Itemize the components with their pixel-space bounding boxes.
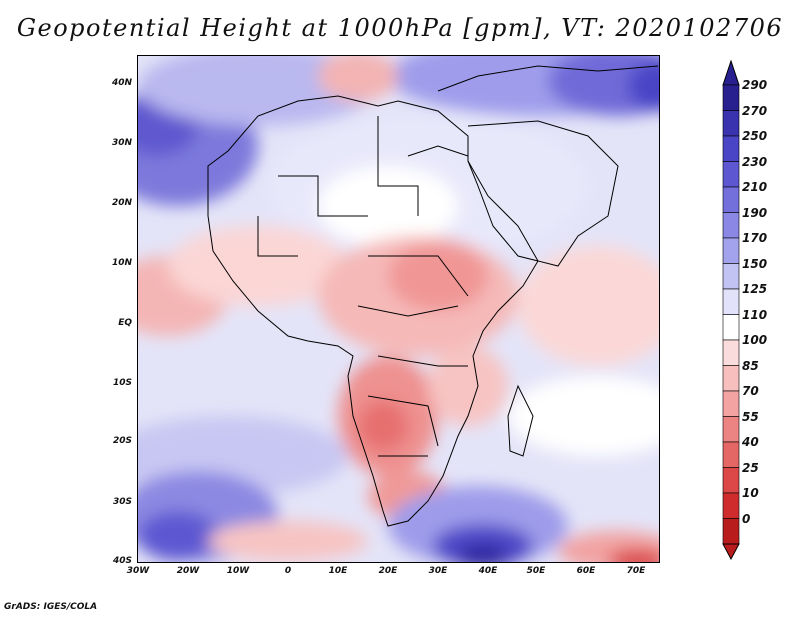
- colorbar-label: 40: [742, 435, 759, 449]
- lon-label: 10W: [226, 566, 250, 576]
- colorbar-segment: [722, 365, 740, 392]
- colorbar-label: 210: [742, 180, 768, 194]
- lat-label: 20N: [111, 198, 132, 208]
- colorbar-label: 85: [742, 358, 759, 373]
- height-field-map: [138, 56, 659, 562]
- colorbar-label: 270: [742, 103, 768, 118]
- colorbar-label: 150: [742, 256, 768, 271]
- lat-label: EQ: [118, 318, 132, 328]
- colorbar-segment: [722, 263, 740, 290]
- lat-label: 40S: [112, 556, 132, 566]
- colorbar-label: 290: [742, 78, 768, 92]
- colorbar-label: 10: [742, 486, 759, 500]
- lon-label: 60E: [576, 566, 596, 576]
- lon-label: 20E: [378, 566, 398, 576]
- colorbar-segment: [722, 288, 740, 315]
- colorbar-segment: [722, 212, 740, 239]
- lon-label: 50E: [526, 566, 546, 576]
- colorbar-bottom-arrow: [722, 543, 740, 560]
- map-title: Geopotential Height at 1000hPa [gpm], VT…: [16, 14, 784, 42]
- coastlines: [207, 65, 659, 527]
- lon-label: 20W: [176, 566, 200, 576]
- colorbar-segment: [722, 314, 740, 341]
- colorbar-segment: [722, 186, 740, 213]
- colorbar-label: 170: [742, 231, 768, 245]
- lon-label: 70E: [626, 566, 646, 576]
- lon-label: 10E: [328, 566, 348, 576]
- colorbar-label: 230: [742, 154, 768, 169]
- colorbar-label: 125: [742, 282, 768, 296]
- lat-label: 40N: [111, 78, 132, 88]
- colorbar-segment: [722, 467, 740, 494]
- lat-label: 30S: [112, 497, 132, 507]
- map-plot-area[interactable]: [137, 55, 660, 563]
- lon-label: 0: [284, 566, 292, 576]
- lon-label: 40E: [478, 566, 498, 576]
- colorbar-segment: [722, 84, 740, 111]
- lat-label: 20S: [112, 436, 132, 446]
- colorbar-segment: [722, 390, 740, 417]
- colorbar-segment: [722, 339, 740, 366]
- colorbar-segment: [722, 110, 740, 137]
- colorbar-segment: [722, 492, 740, 519]
- colorbar: [722, 60, 740, 560]
- colorbar-label: 70: [742, 384, 759, 398]
- colorbar-label: 25: [742, 460, 759, 475]
- colorbar-segment: [722, 135, 740, 162]
- colorbar-label: 110: [742, 307, 768, 322]
- lat-label: 10N: [111, 258, 132, 268]
- contour-field: [138, 56, 659, 562]
- colorbar-segment: [722, 441, 740, 468]
- lon-label: 30W: [126, 566, 150, 576]
- lat-label: 30N: [111, 138, 132, 148]
- grads-credit: GrADS: IGES/COLA: [4, 602, 98, 612]
- colorbar-top-arrow: [722, 60, 740, 86]
- colorbar-label: 55: [742, 409, 759, 424]
- colorbar-segment: [722, 161, 740, 188]
- colorbar-label: 190: [742, 205, 768, 220]
- colorbar-label: 0: [742, 511, 751, 526]
- colorbar-label: 100: [742, 333, 768, 347]
- colorbar-segment: [722, 416, 740, 443]
- colorbar-label: 250: [742, 129, 768, 143]
- colorbar-segment: [722, 518, 740, 545]
- colorbar-segment: [722, 237, 740, 264]
- lon-label: 30E: [428, 566, 448, 576]
- lat-label: 10S: [112, 378, 132, 388]
